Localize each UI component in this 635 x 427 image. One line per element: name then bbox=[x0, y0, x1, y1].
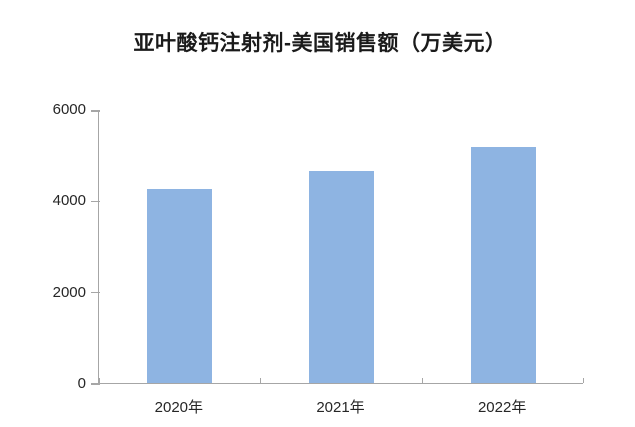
x-axis-tick bbox=[98, 378, 100, 383]
y-axis-tick bbox=[91, 383, 100, 385]
bar-2020年 bbox=[147, 188, 213, 383]
y-axis-tick bbox=[91, 291, 100, 294]
x-axis-tick bbox=[421, 378, 424, 383]
bar-2021年 bbox=[309, 170, 374, 383]
x-axis-category-label: 2021年 bbox=[316, 399, 365, 416]
y-axis-tick-label: 4000 bbox=[52, 192, 86, 210]
y-axis-tick-label: 6000 bbox=[52, 101, 86, 118]
chart-title: 亚叶酸钙注射剂-美国销售额（万美元） bbox=[133, 32, 507, 55]
plot-area bbox=[91, 110, 584, 385]
y-axis-tick-label: 0 bbox=[77, 375, 86, 392]
x-axis-category-label: 2022年 bbox=[477, 399, 527, 416]
y-axis-tick-label: 2000 bbox=[52, 283, 86, 301]
x-axis-tick bbox=[582, 378, 584, 383]
y-axis-tick bbox=[91, 110, 100, 112]
x-axis-category-label: 2020年 bbox=[154, 399, 204, 416]
bar-2022年 bbox=[470, 146, 536, 383]
x-axis-tick bbox=[259, 378, 262, 383]
y-axis-tick bbox=[91, 200, 100, 203]
